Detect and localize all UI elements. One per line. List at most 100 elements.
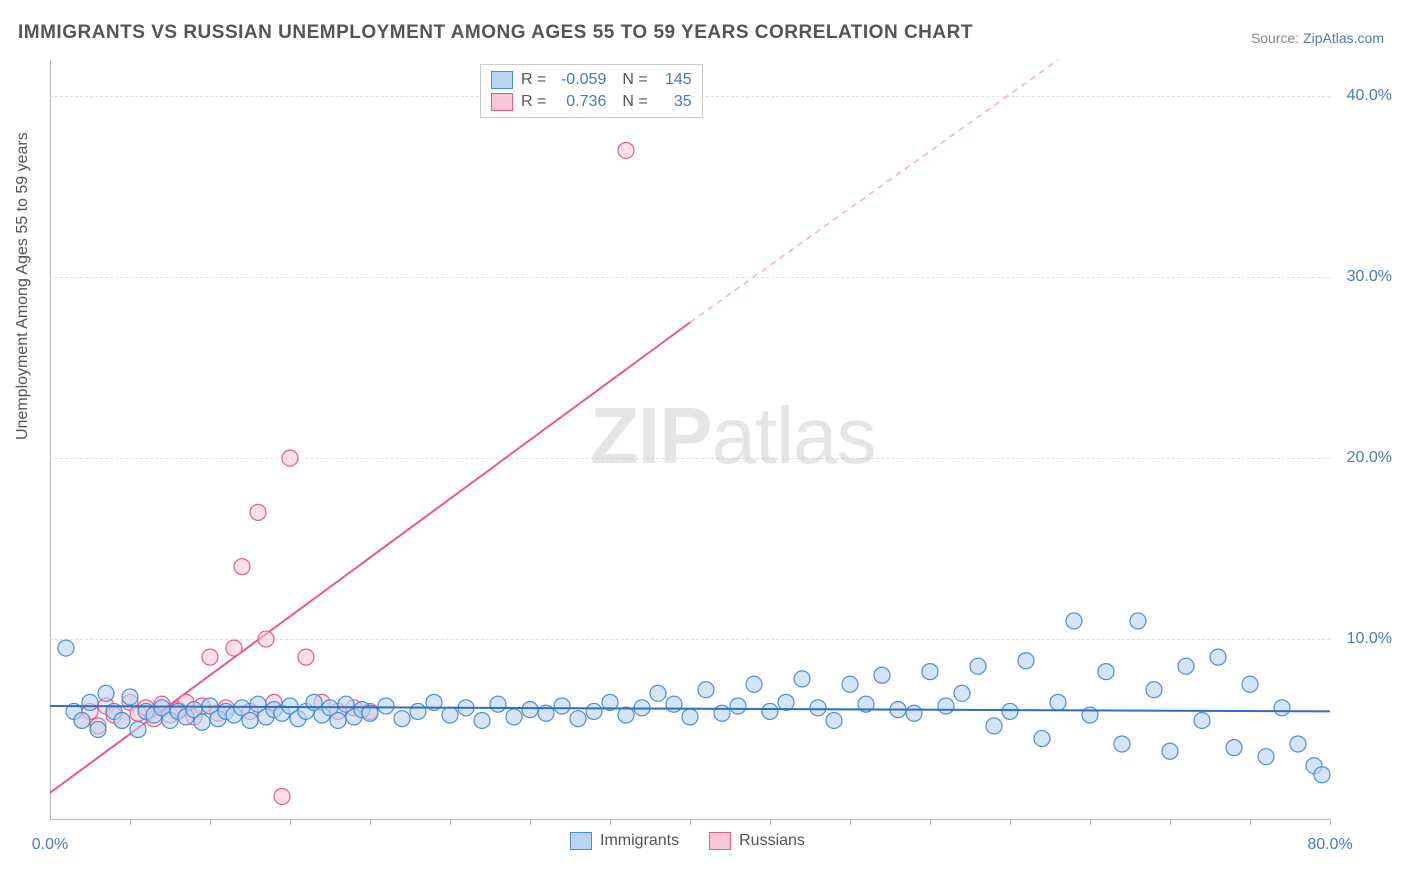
immigrants-point [698,682,714,698]
immigrants-point [554,698,570,714]
immigrants-point [330,712,346,728]
immigrants-point [1050,694,1066,710]
x-tick [210,819,211,825]
immigrants-point [242,712,258,728]
x-tick-label: 0.0% [32,836,68,854]
legend-n-label: N = [622,93,647,111]
immigrants-point [1178,658,1194,674]
legend-swatch [491,71,513,89]
legend-label: Russians [739,832,805,850]
immigrants-point [730,698,746,714]
legend-swatch [709,832,731,850]
immigrants-point [114,712,130,728]
x-tick [370,819,371,825]
legend-n-value: 35 [656,93,692,111]
immigrants-point [1034,731,1050,747]
immigrants-point [1146,682,1162,698]
immigrants-point [58,640,74,656]
immigrants-point [682,709,698,725]
legend-r-value: -0.059 [554,71,606,89]
russians-point [234,559,250,575]
immigrants-point [986,718,1002,734]
immigrants-point [442,707,458,723]
immigrants-point [666,696,682,712]
immigrants-point [130,722,146,738]
immigrants-point [714,705,730,721]
x-tick [850,819,851,825]
legend-n-value: 145 [656,71,692,89]
immigrants-point [842,676,858,692]
x-tick [690,819,691,825]
immigrants-point [90,722,106,738]
immigrants-point [1290,736,1306,752]
immigrants-point [794,671,810,687]
russians-point [250,504,266,520]
immigrants-point [122,689,138,705]
immigrants-point [506,709,522,725]
immigrants-point [474,712,490,728]
immigrants-point [1210,649,1226,665]
immigrants-point [1314,767,1330,783]
immigrants-point [826,712,842,728]
immigrants-point [378,698,394,714]
x-tick-label: 80.0% [1307,836,1352,854]
legend-n-label: N = [622,71,647,89]
immigrants-point [1114,736,1130,752]
immigrants-point [98,685,114,701]
immigrants-point [1018,653,1034,669]
legend-swatch [491,93,513,111]
immigrants-point [394,711,410,727]
legend-r-value: 0.736 [554,93,606,111]
y-tick-label: 30.0% [1347,268,1392,286]
immigrants-point [586,703,602,719]
x-tick [1330,819,1331,825]
y-tick-label: 10.0% [1347,630,1392,648]
scatter-plot-svg [50,60,1330,819]
immigrants-point [570,711,586,727]
x-tick [770,819,771,825]
x-tick [1010,819,1011,825]
immigrants-point [970,658,986,674]
russians-point [258,631,274,647]
y-axis-title: Unemployment Among Ages 55 to 59 years [14,132,32,440]
immigrants-point [938,698,954,714]
immigrants-point [1002,703,1018,719]
immigrants-point [650,685,666,701]
x-tick [450,819,451,825]
y-tick-label: 20.0% [1347,449,1392,467]
immigrants-point [1066,613,1082,629]
legend-label: Immigrants [600,832,679,850]
russians-trend-line [50,322,690,792]
russians-point [274,788,290,804]
immigrants-point [522,702,538,718]
x-tick [290,819,291,825]
russians-point [202,649,218,665]
x-tick [530,819,531,825]
series-legend: Immigrants Russians [570,832,805,850]
immigrants-point [74,712,90,728]
chart-title: IMMIGRANTS VS RUSSIAN UNEMPLOYMENT AMONG… [18,22,973,44]
immigrants-point [954,685,970,701]
immigrants-point [874,667,890,683]
source-attribution: Source: ZipAtlas.com [1251,30,1384,46]
immigrants-point [922,664,938,680]
legend-swatch [570,832,592,850]
chart-plot-area: 10.0%20.0%30.0%40.0% ZIPatlas R = -0.059… [50,60,1330,820]
immigrants-point [1274,700,1290,716]
russians-trend-dashed [690,60,1058,322]
immigrants-point [82,694,98,710]
x-tick [610,819,611,825]
immigrants-point [746,676,762,692]
x-tick [1090,819,1091,825]
russians-point [618,142,634,158]
immigrants-point [1162,743,1178,759]
immigrants-point [1130,613,1146,629]
immigrants-point [490,696,506,712]
immigrants-point [906,705,922,721]
russians-point [298,649,314,665]
legend-r-label: R = [521,93,546,111]
source-link[interactable]: ZipAtlas.com [1303,30,1384,46]
correlation-legend: R = -0.059 N = 145 R = 0.736 N = 35 [480,64,703,118]
y-tick-label: 40.0% [1347,87,1392,105]
immigrants-point [810,700,826,716]
